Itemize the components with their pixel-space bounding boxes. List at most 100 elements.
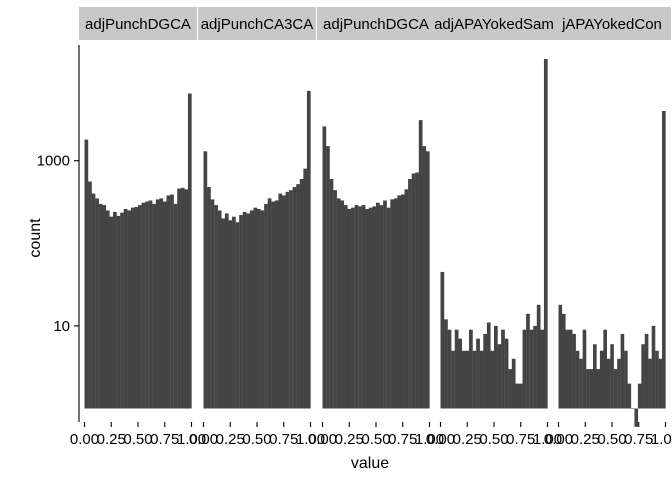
histogram-bar bbox=[483, 333, 488, 409]
histogram-bar bbox=[257, 209, 261, 409]
histogram-bar bbox=[232, 216, 236, 409]
histogram-bar bbox=[170, 194, 174, 409]
histogram-bar bbox=[526, 313, 530, 409]
x-tick-label: 0.25 bbox=[335, 431, 364, 448]
histogram-bar bbox=[343, 205, 348, 409]
histogram-bar bbox=[599, 350, 604, 409]
facet-strip-bg bbox=[198, 7, 316, 40]
histogram-bar bbox=[606, 358, 611, 409]
histogram-bar bbox=[152, 203, 156, 409]
histogram-bars bbox=[84, 59, 666, 427]
facet-strip-bg bbox=[317, 7, 435, 40]
histogram-bar bbox=[565, 329, 569, 409]
histogram-bar bbox=[303, 168, 308, 409]
x-tick-label: 0.50 bbox=[597, 431, 626, 448]
x-tick-label: 0.00 bbox=[426, 431, 455, 448]
histogram-bar bbox=[404, 189, 409, 409]
x-tick-label: 0.50 bbox=[361, 431, 390, 448]
histogram-bar bbox=[593, 344, 597, 409]
histogram-bar bbox=[415, 172, 419, 409]
histogram-bar bbox=[386, 207, 391, 409]
histogram-bar bbox=[159, 198, 164, 409]
histogram-bar bbox=[641, 344, 645, 409]
histogram-bar bbox=[372, 206, 377, 409]
histogram-bar bbox=[579, 358, 583, 409]
histogram-bar bbox=[354, 205, 359, 409]
histogram-bar bbox=[627, 383, 632, 409]
histogram-bar bbox=[326, 146, 330, 409]
histogram-bar bbox=[242, 211, 247, 409]
histogram-bar bbox=[177, 188, 181, 409]
histogram-bar bbox=[105, 210, 110, 409]
histogram-bar bbox=[630, 408, 635, 409]
histogram-bar bbox=[134, 207, 139, 409]
facet-strip-label: adjPunchCA3CA bbox=[201, 16, 314, 33]
histogram-bar bbox=[479, 350, 484, 409]
histogram-bar bbox=[180, 187, 185, 409]
histogram-bar bbox=[603, 329, 607, 409]
histogram-bar bbox=[624, 350, 628, 409]
histogram-bar bbox=[655, 350, 659, 409]
x-tick-label: 0.50 bbox=[242, 431, 271, 448]
histogram-bar bbox=[501, 329, 505, 409]
x-tick-label: 1.00 bbox=[296, 431, 325, 448]
histogram-bar bbox=[586, 369, 590, 409]
histogram-bar bbox=[422, 146, 427, 409]
histogram-bar bbox=[228, 220, 233, 409]
histogram-bar bbox=[658, 358, 663, 409]
histogram-bar bbox=[91, 193, 96, 409]
histogram-bar bbox=[221, 218, 226, 409]
facet-strip: adjAPAYokedSam bbox=[434, 7, 554, 40]
histogram-bar bbox=[497, 344, 502, 409]
histogram-bar bbox=[130, 207, 135, 409]
histogram-bar bbox=[376, 202, 380, 409]
histogram-bar bbox=[214, 205, 218, 409]
histogram-bar bbox=[637, 383, 642, 409]
histogram-bar bbox=[518, 383, 523, 409]
histogram-bar bbox=[610, 344, 614, 409]
histogram-bar bbox=[148, 200, 153, 409]
histogram-bar bbox=[235, 222, 240, 409]
histogram-bar bbox=[575, 350, 580, 409]
facet-strip-label: adjAPAYokedSam bbox=[434, 16, 554, 33]
histogram-bar bbox=[340, 200, 345, 409]
histogram-bar bbox=[285, 191, 290, 409]
histogram-bar bbox=[620, 333, 625, 409]
histogram-bar bbox=[400, 194, 405, 409]
histogram-bar bbox=[187, 93, 192, 409]
histogram-bar bbox=[351, 207, 355, 409]
x-tick-label: 1.00 bbox=[415, 431, 444, 448]
x-tick-label: 0.00 bbox=[544, 431, 573, 448]
facet-strip: adjPunchCA3CA bbox=[198, 7, 316, 40]
histogram-bar bbox=[393, 198, 398, 409]
histogram-bar bbox=[299, 179, 304, 409]
x-axis-title: value bbox=[351, 455, 389, 472]
histogram-bar bbox=[365, 209, 370, 409]
facet-strip: adjPunchDGCA bbox=[317, 7, 435, 40]
histogram-bar bbox=[173, 203, 178, 409]
histogram-bar bbox=[260, 210, 265, 409]
histogram-bar bbox=[408, 179, 412, 409]
histogram-bar bbox=[648, 358, 652, 409]
y-axis-ticks: 10 1000 bbox=[37, 153, 79, 335]
histogram-bar bbox=[425, 151, 430, 409]
facet-strip-label: jAPAYokedCon bbox=[561, 16, 662, 33]
histogram-bar bbox=[613, 369, 618, 409]
histogram-bar bbox=[476, 338, 480, 409]
x-tick-label: 1.00 bbox=[177, 431, 206, 448]
histogram-bar bbox=[264, 203, 268, 409]
histogram-bar bbox=[253, 207, 258, 409]
histogram-bar bbox=[113, 211, 117, 409]
histogram-bar bbox=[440, 271, 445, 409]
histogram-bar bbox=[145, 201, 149, 409]
histogram-bar bbox=[447, 329, 452, 409]
histogram-bar bbox=[568, 329, 573, 409]
histogram-bar bbox=[84, 139, 89, 409]
histogram-bar bbox=[281, 195, 286, 409]
histogram-bar bbox=[203, 151, 208, 409]
histogram-bar bbox=[379, 205, 384, 409]
histogram-bar bbox=[572, 333, 576, 409]
histogram-bar bbox=[138, 205, 142, 409]
x-tick-label: 0.00 bbox=[308, 431, 337, 448]
histogram-bar bbox=[397, 195, 402, 409]
